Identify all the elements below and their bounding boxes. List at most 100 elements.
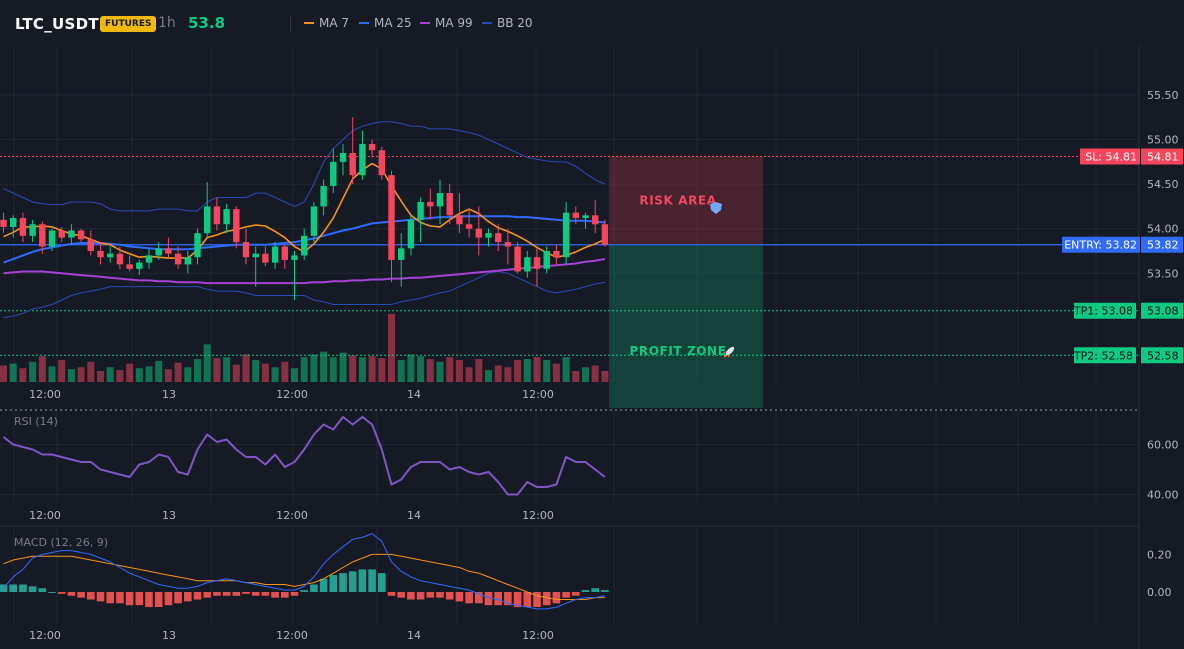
tp2-label-value: 52.58 xyxy=(1147,349,1179,362)
macd-histogram-bar xyxy=(339,573,347,592)
volume-bar xyxy=(291,368,298,382)
volume-bar xyxy=(213,358,221,382)
symbol-name[interactable]: LTC_USDT xyxy=(15,15,99,33)
candle-body xyxy=(553,250,560,258)
macd-histogram-bar xyxy=(145,592,153,608)
candle xyxy=(87,230,94,256)
candle-body xyxy=(301,235,308,256)
volume-bar xyxy=(106,367,114,382)
candle xyxy=(572,206,579,225)
candle-body xyxy=(592,215,599,225)
volume-bar xyxy=(58,359,66,382)
macd-histogram-bar xyxy=(135,592,144,606)
macd-histogram-bar xyxy=(261,592,270,596)
volume-bar xyxy=(300,357,308,382)
candle xyxy=(116,246,124,269)
candle xyxy=(223,203,230,234)
rsi-pane[interactable]: RSI (14) xyxy=(0,415,1139,496)
macd-histogram-bar xyxy=(455,592,464,602)
macd-histogram-bar xyxy=(407,592,415,600)
volume-bar xyxy=(164,369,172,382)
volume-bar xyxy=(87,361,95,382)
timeframe-button[interactable]: 1h xyxy=(158,15,176,31)
candle-body xyxy=(436,193,444,207)
volume-bar xyxy=(77,367,85,382)
candle-body xyxy=(330,161,337,186)
volume-bar xyxy=(38,356,46,382)
candle-body xyxy=(359,144,366,176)
legend-ma99[interactable]: MA 99 xyxy=(420,16,473,30)
candle-body xyxy=(456,215,463,225)
candle-body xyxy=(19,218,27,236)
candle-body xyxy=(194,233,201,258)
candlesticks[interactable] xyxy=(0,117,609,301)
candle-body xyxy=(77,230,85,240)
volume-bar xyxy=(339,352,347,382)
candle xyxy=(262,246,269,267)
candle xyxy=(553,244,560,265)
bb20-swatch xyxy=(482,21,492,24)
volume-bar xyxy=(494,365,502,382)
volume-bar xyxy=(310,354,318,382)
macd-histogram-bar xyxy=(203,592,211,598)
entry-label-text: ENTRY: 53.82 xyxy=(1064,239,1137,252)
trade-zones[interactable]: RISK AREA PROFIT ZONE xyxy=(0,156,1139,408)
volume-bar xyxy=(48,366,56,382)
candle-body xyxy=(572,212,579,219)
macd-histogram-bar xyxy=(19,584,27,592)
candle-body xyxy=(291,255,298,260)
ma99-line xyxy=(3,258,606,285)
candle-body xyxy=(495,233,502,243)
candle-body xyxy=(39,224,46,247)
volume-bar xyxy=(261,363,269,382)
candle xyxy=(19,212,27,243)
candle-body xyxy=(427,201,434,207)
candle xyxy=(398,233,405,287)
macd-histogram-bar xyxy=(77,592,85,598)
legend-bb20[interactable]: BB 20 xyxy=(482,16,533,30)
rocket-flame xyxy=(723,353,728,358)
candle xyxy=(601,219,609,247)
macd-histogram-bar xyxy=(251,592,260,596)
macd-pane[interactable]: MACD (12, 26, 9) xyxy=(0,533,609,610)
macd-histogram-bar xyxy=(523,592,532,608)
volume-bars xyxy=(0,314,609,382)
time-tick: 14 xyxy=(407,629,421,642)
macd-histogram-bar xyxy=(125,592,134,606)
volume-bar xyxy=(184,367,192,382)
volume-bar xyxy=(320,351,328,382)
candle xyxy=(77,228,85,243)
time-tick: 12:00 xyxy=(29,388,61,401)
risk-area-zone[interactable] xyxy=(609,156,763,245)
candle xyxy=(213,197,221,231)
candle xyxy=(368,139,376,158)
volume-bar xyxy=(407,354,415,382)
candle-body xyxy=(97,250,104,258)
volume-bar xyxy=(543,359,551,382)
tp1-label-text: TP1: 53.08 xyxy=(1073,305,1133,318)
macd-histogram-bar xyxy=(397,592,405,598)
candle xyxy=(524,250,531,278)
macd-histogram-bar xyxy=(310,584,318,592)
price-tick: 54.00 xyxy=(1147,223,1179,236)
candle-body xyxy=(116,253,124,265)
macd-line xyxy=(3,533,605,610)
ma25-swatch xyxy=(359,21,369,24)
candle-body xyxy=(107,253,114,258)
candle-body xyxy=(242,242,250,258)
legend-ma25[interactable]: MA 25 xyxy=(359,16,412,30)
candle xyxy=(184,250,191,274)
candle xyxy=(514,242,521,274)
candle xyxy=(126,255,133,272)
candle xyxy=(417,197,424,243)
profit-zone[interactable] xyxy=(609,244,763,408)
price-tick: 55.50 xyxy=(1147,89,1179,102)
volume-bar xyxy=(194,359,201,382)
volume-bar xyxy=(271,367,279,382)
entry-label-box xyxy=(1062,236,1140,253)
legend-ma7[interactable]: MA 7 xyxy=(304,16,349,30)
rsi-title: RSI (14) xyxy=(14,415,58,428)
price-tick: 55.00 xyxy=(1147,134,1179,147)
candle-body xyxy=(126,264,133,269)
